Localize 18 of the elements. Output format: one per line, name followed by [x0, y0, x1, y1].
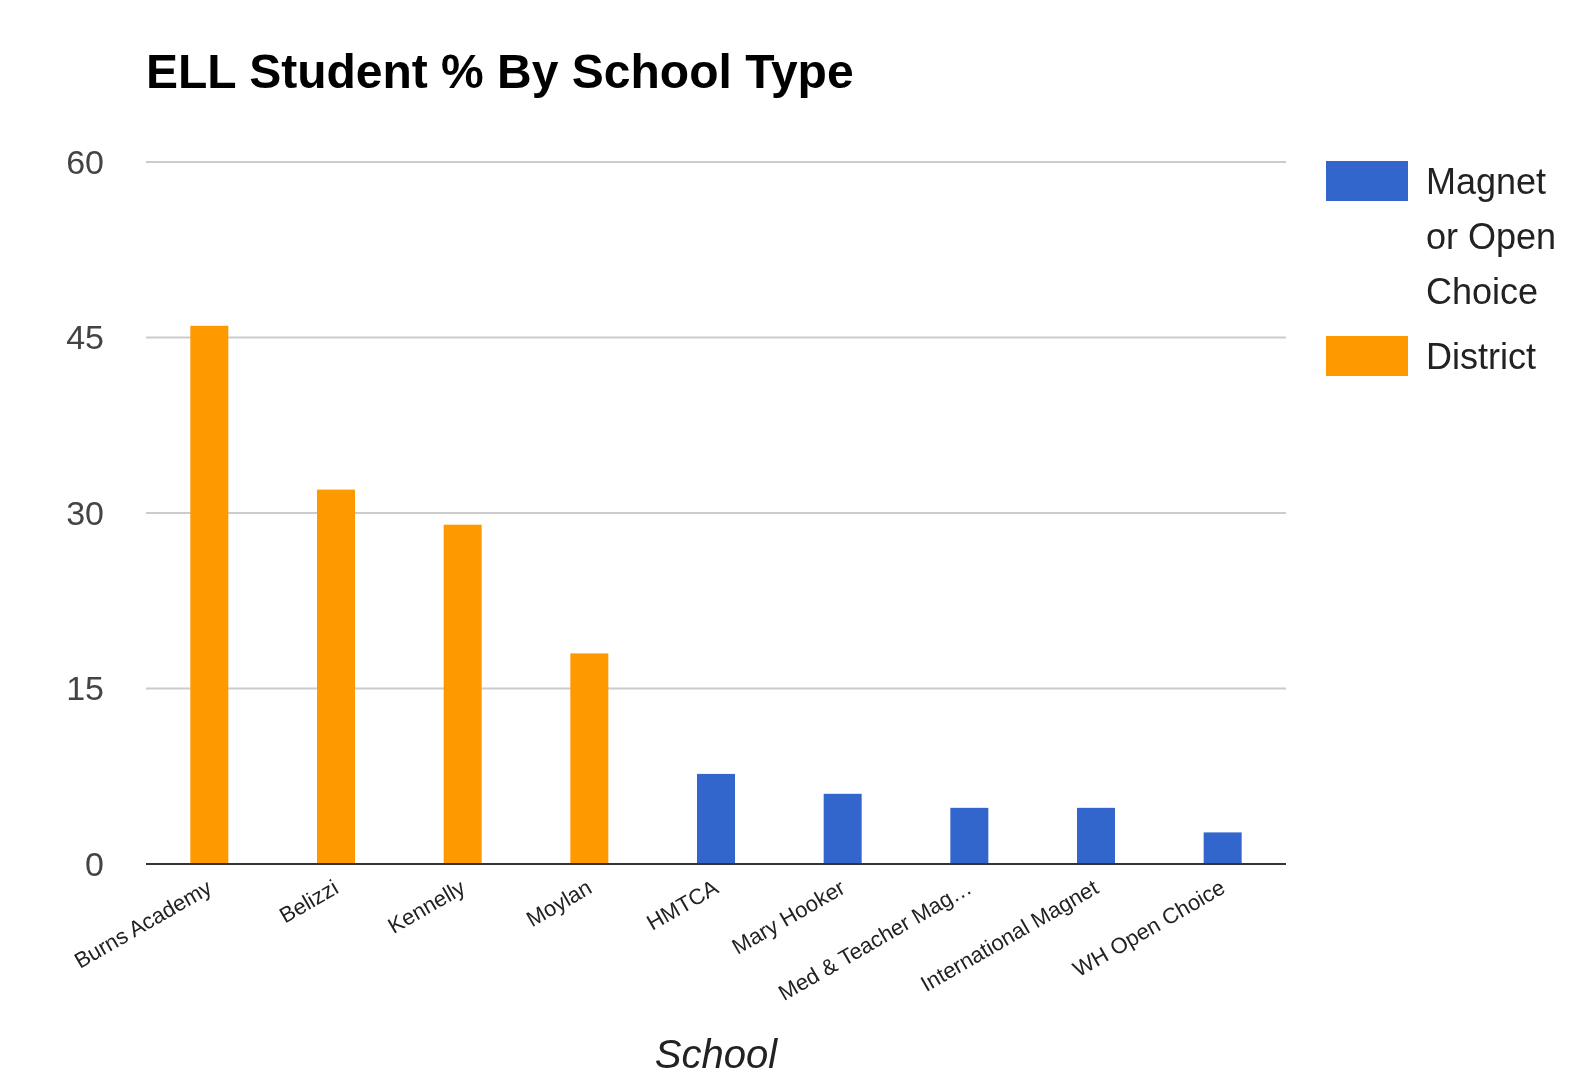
y-tick-label: 0 — [85, 844, 104, 883]
y-tick-label: 30 — [66, 493, 104, 532]
bar — [697, 773, 735, 864]
legend-label: Magnet or Open Choice — [1426, 161, 1557, 312]
bar — [443, 524, 482, 864]
chart-title: ELL Student % By School Type — [146, 45, 854, 98]
bar — [570, 653, 609, 864]
y-tick-label: 15 — [66, 669, 104, 708]
y-tick-label: 45 — [66, 318, 104, 357]
bar — [190, 325, 229, 864]
bar — [950, 807, 989, 864]
x-axis-title: School — [654, 1032, 779, 1075]
y-tick-label: 60 — [66, 142, 104, 181]
bar — [1077, 807, 1115, 864]
legend-label: District — [1426, 336, 1536, 377]
bar — [1203, 832, 1242, 864]
bar — [823, 793, 862, 864]
bar — [317, 489, 355, 864]
